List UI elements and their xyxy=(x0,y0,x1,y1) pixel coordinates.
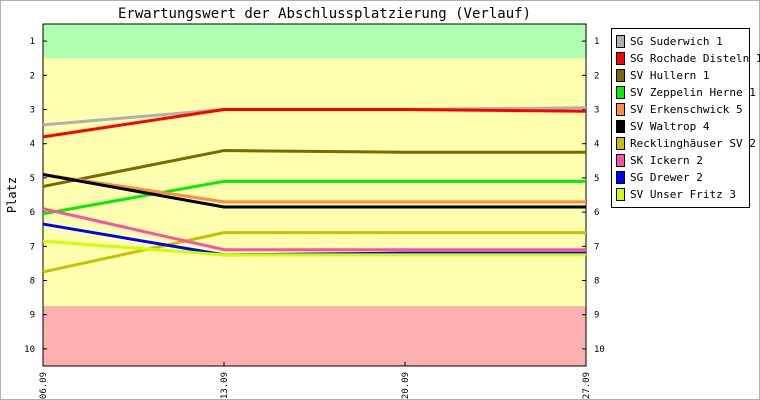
y-tick-label-right: 10 xyxy=(594,345,605,355)
legend-item: SV Hullern 1 xyxy=(616,67,749,84)
legend-item: SV Erkenschwick 5 xyxy=(616,101,749,118)
legend-item: SV Unser Fritz 3 xyxy=(616,186,749,203)
y-tick-label-right: 9 xyxy=(594,311,599,321)
y-tick-label-right: 2 xyxy=(594,71,599,81)
legend-item: Recklinghäuser SV 2 xyxy=(616,135,756,152)
legend-label: SV Waltrop 4 xyxy=(630,120,710,133)
legend-item: SG Drewer 2 xyxy=(616,169,749,186)
legend-label: Recklinghäuser SV 2 xyxy=(630,137,756,150)
series-line-10 xyxy=(42,239,586,257)
series-line-6 xyxy=(42,173,586,209)
y-tick-label-left: 6 xyxy=(30,208,35,218)
y-tick-label-right: 8 xyxy=(594,277,599,287)
legend-swatch xyxy=(616,120,625,133)
y-tick-label-left: 1 xyxy=(30,37,35,47)
x-tick-label: 06.09 xyxy=(39,372,49,399)
series-line-4 xyxy=(42,179,586,216)
legend-label: SK Ickern 2 xyxy=(630,154,703,167)
legend-swatch xyxy=(616,137,625,150)
legend-item: SV Waltrop 4 xyxy=(616,118,749,135)
y-tick-label-left: 3 xyxy=(30,106,35,116)
y-tick-label-right: 1 xyxy=(594,37,599,47)
y-tick-label-left: 10 xyxy=(24,345,35,355)
x-tick-label: 13.09 xyxy=(220,372,230,399)
y-tick-label-left: 5 xyxy=(30,174,35,184)
y-tick-label-left: 4 xyxy=(30,140,35,150)
legend-label: SG Rochade Disteln 1 xyxy=(630,52,760,65)
y-tick-label-right: 3 xyxy=(594,106,599,116)
legend-label: SV Erkenschwick 5 xyxy=(630,103,743,116)
legend-swatch xyxy=(616,171,625,184)
y-tick-label-right: 4 xyxy=(594,140,599,150)
y-tick-label-right: 6 xyxy=(594,208,599,218)
series-line-5 xyxy=(42,172,586,204)
y-tick-label-left: 2 xyxy=(30,71,35,81)
x-tick-label: 27.09 xyxy=(582,372,592,399)
legend-item: SG Rochade Disteln 1 xyxy=(616,50,760,67)
plot-border xyxy=(42,23,587,367)
legend-swatch xyxy=(616,154,625,167)
series-line-3 xyxy=(42,149,586,188)
chart-title: Erwartungswert der Abschlussplatzierung … xyxy=(118,6,531,22)
series-line-2 xyxy=(42,108,587,139)
legend-swatch xyxy=(616,69,625,82)
legend-swatch xyxy=(616,35,625,48)
legend-item: SG Suderwich 1 xyxy=(616,33,749,50)
legend: SG Suderwich 1 SG Rochade Disteln 1 SV Hul… xyxy=(611,28,760,208)
legend-swatch xyxy=(616,103,625,116)
y-tick-label-right: 7 xyxy=(594,242,599,252)
series-line-8 xyxy=(42,207,586,252)
legend-label: SV Zeppelin Herne 1 xyxy=(630,86,756,99)
legend-label: SV Hullern 1 xyxy=(630,69,710,82)
legend-swatch xyxy=(616,188,625,201)
y-axis-label: Platz xyxy=(5,177,19,213)
legend-item: SK Ickern 2 xyxy=(616,152,749,169)
y-tick-label-right: 5 xyxy=(594,174,599,184)
legend-swatch xyxy=(616,86,625,99)
legend-swatch xyxy=(616,52,625,65)
legend-label: SG Drewer 2 xyxy=(630,171,703,184)
legend-label: SG Suderwich 1 xyxy=(630,35,723,48)
y-tick-label-left: 8 xyxy=(30,277,35,287)
x-tick-label: 20.09 xyxy=(401,372,411,399)
y-tick-label-left: 9 xyxy=(30,311,35,321)
y-tick-label-left: 7 xyxy=(30,242,35,252)
series-line-7 xyxy=(42,231,586,274)
legend-item: SV Zeppelin Herne 1 xyxy=(616,84,756,101)
band-0 xyxy=(43,24,586,59)
legend-label: SV Unser Fritz 3 xyxy=(630,188,736,201)
band-2 xyxy=(43,306,586,366)
